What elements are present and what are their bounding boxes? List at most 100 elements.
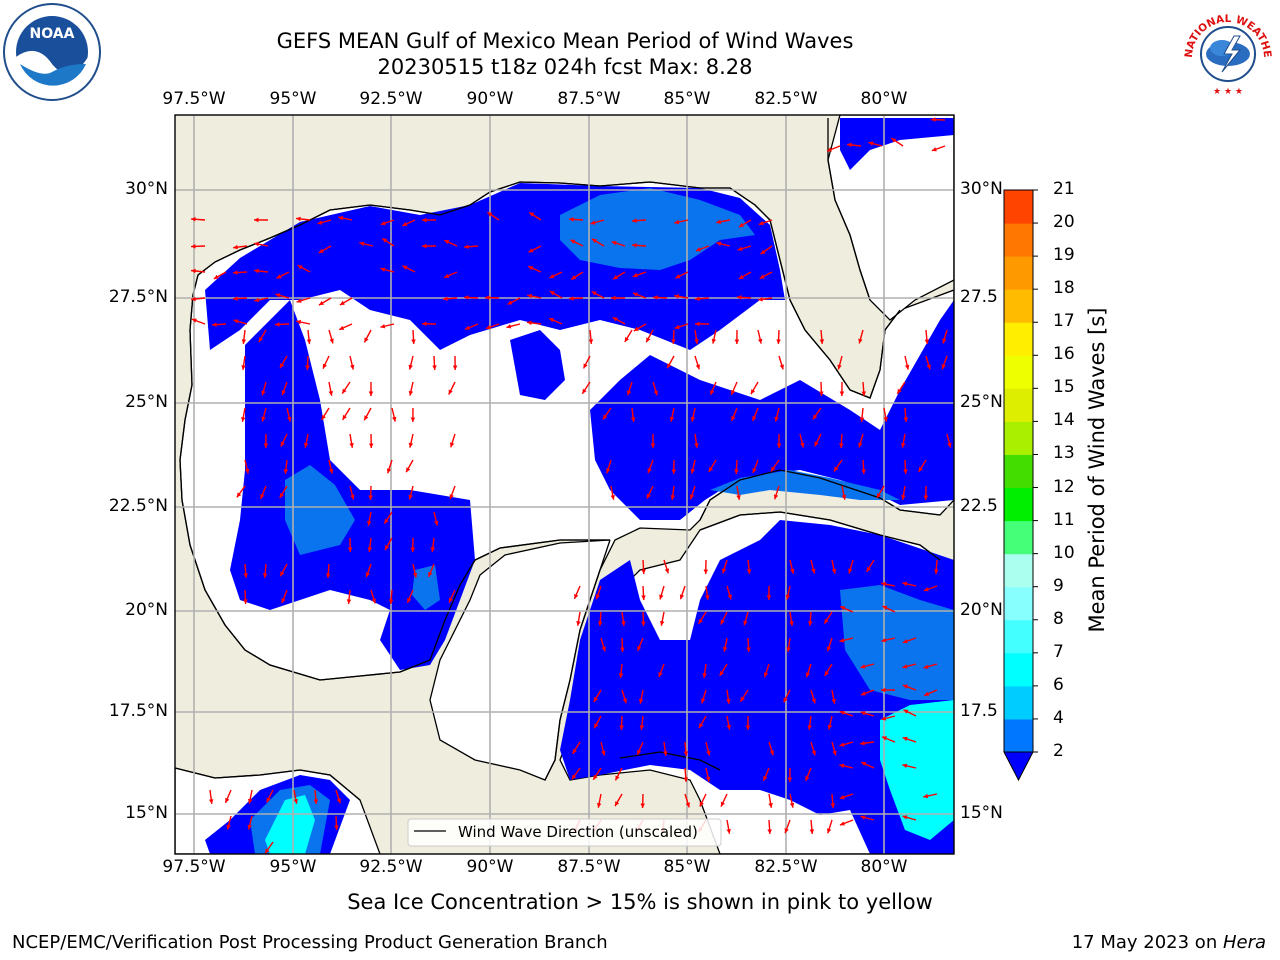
wind-arrow-head xyxy=(432,365,437,370)
wind-arrow-head xyxy=(614,801,620,807)
wind-arrow-head xyxy=(826,646,832,652)
wind-arrow-head xyxy=(225,797,230,803)
lon-tick-bottom: 82.5°W xyxy=(754,857,818,877)
footer-date-text: 17 May 2023 on xyxy=(1071,932,1223,953)
wind-arrow-head xyxy=(243,599,248,604)
wind-arrow-head xyxy=(819,339,825,344)
wind-arrow-head xyxy=(444,239,450,245)
wind-arrow-head xyxy=(293,798,299,804)
wind-arrow-head xyxy=(769,750,775,756)
wind-arrow-head xyxy=(694,443,699,448)
wind-arrow-head xyxy=(619,725,624,730)
wind-arrow-head xyxy=(698,618,703,624)
wind-arrow-head xyxy=(528,248,534,253)
wind-arrow-head xyxy=(594,723,599,729)
colorbar-segment xyxy=(1004,520,1033,555)
wind-arrow-head xyxy=(262,573,268,578)
svg-text:★ ★ ★: ★ ★ ★ xyxy=(1213,87,1243,97)
wind-arrow-head xyxy=(305,365,310,370)
wind-arrow-head xyxy=(434,520,439,526)
wind-arrow-head xyxy=(674,324,680,330)
wind-arrow-head xyxy=(411,339,416,344)
wind-arrow-head xyxy=(591,238,597,244)
wind-arrow-head xyxy=(766,595,772,600)
wind-arrow-head xyxy=(705,776,711,782)
wind-arrow-head xyxy=(840,606,846,611)
wind-arrow-head xyxy=(737,246,743,251)
map-legend: Wind Wave Direction (unscaled) xyxy=(407,818,722,847)
wind-arrow-head xyxy=(633,326,639,331)
wind-arrow-head xyxy=(716,241,722,246)
wind-arrow-head xyxy=(671,339,676,344)
wind-arrow-head xyxy=(839,794,845,800)
wind-arrow-head xyxy=(770,466,776,472)
wind-arrow-head xyxy=(738,274,744,279)
wind-arrow-head xyxy=(774,416,779,422)
wind-arrow-head xyxy=(674,219,680,225)
colorbar-segment xyxy=(1004,355,1033,389)
wind-arrow-head xyxy=(832,750,837,756)
wind-arrow-head xyxy=(881,716,887,721)
wind-arrow-head xyxy=(705,595,710,600)
wind-arrow-head xyxy=(637,645,642,651)
wind-arrow-head xyxy=(422,217,427,223)
wind-arrow-head xyxy=(902,664,908,669)
wind-arrow-head xyxy=(924,339,930,344)
wind-arrow-head xyxy=(860,664,866,669)
wind-arrow-head xyxy=(641,569,646,574)
wind-arrow-head xyxy=(622,698,628,704)
chart-subtitle: 20230515 t18z 024h fcst Max: 8.28 xyxy=(377,55,753,79)
wind-arrow-head xyxy=(380,323,386,329)
colorbar-tick: 9 xyxy=(1053,575,1064,596)
wind-arrow-head xyxy=(529,212,535,217)
wind-arrow-head xyxy=(422,321,427,327)
wind-arrow-head xyxy=(613,275,619,280)
wind-arrow-head xyxy=(286,416,292,422)
wind-arrow-head xyxy=(860,815,866,820)
wind-arrow-head xyxy=(866,566,871,572)
wind-arrow-head xyxy=(336,798,342,804)
wind-arrow-head xyxy=(902,763,908,769)
wind-arrow-head xyxy=(624,337,630,343)
wind-arrow-head xyxy=(923,664,929,669)
wind-arrow-head xyxy=(254,268,259,274)
wind-arrow-head xyxy=(683,751,689,756)
wind-arrow-head xyxy=(839,742,845,747)
wind-arrow-head xyxy=(428,571,433,577)
wind-arrow-head xyxy=(346,599,352,604)
wind-arrow-head xyxy=(596,802,602,808)
lat-tick-left: 30°N xyxy=(125,179,168,199)
wind-arrow-head xyxy=(408,442,414,448)
wind-arrow-head xyxy=(745,725,751,730)
wind-arrow-head xyxy=(254,241,260,247)
wind-arrow-head xyxy=(861,391,867,396)
wind-arrow-head xyxy=(384,518,389,524)
wind-arrow-head xyxy=(191,318,197,323)
wind-arrow-head xyxy=(861,761,867,767)
wind-arrow-head xyxy=(876,493,882,499)
wind-arrow-head xyxy=(241,365,246,370)
wind-arrow-head xyxy=(359,241,365,247)
wind-arrow-head xyxy=(809,829,815,834)
wind-arrow-head xyxy=(325,573,331,578)
wind-arrow-head xyxy=(902,581,908,587)
wind-arrow-head xyxy=(674,294,679,299)
wind-arrow-head xyxy=(618,673,624,678)
wind-arrow-head xyxy=(226,824,231,830)
wind-arrow-head xyxy=(726,699,731,704)
wind-arrow-head xyxy=(720,801,725,807)
lon-tick-top: 90°W xyxy=(466,89,514,109)
wind-arrow-head xyxy=(590,220,596,225)
colorbar-tick: 6 xyxy=(1053,674,1064,695)
wind-arrow-head xyxy=(726,828,731,834)
wind-arrow-head xyxy=(452,365,458,370)
nws-logo: NATIONAL WEATHER SERVICE ★ ★ ★ xyxy=(1174,0,1278,102)
wind-arrow-head xyxy=(591,291,597,296)
lon-tick-bottom: 85°W xyxy=(663,857,711,877)
wind-arrow-head xyxy=(859,417,865,422)
lat-tick-left: 20°N xyxy=(125,600,168,620)
wind-arrow-head xyxy=(485,325,491,330)
wind-arrow-head xyxy=(402,265,408,270)
wind-arrow-head xyxy=(593,697,599,703)
wind-arrow-head xyxy=(881,581,887,587)
